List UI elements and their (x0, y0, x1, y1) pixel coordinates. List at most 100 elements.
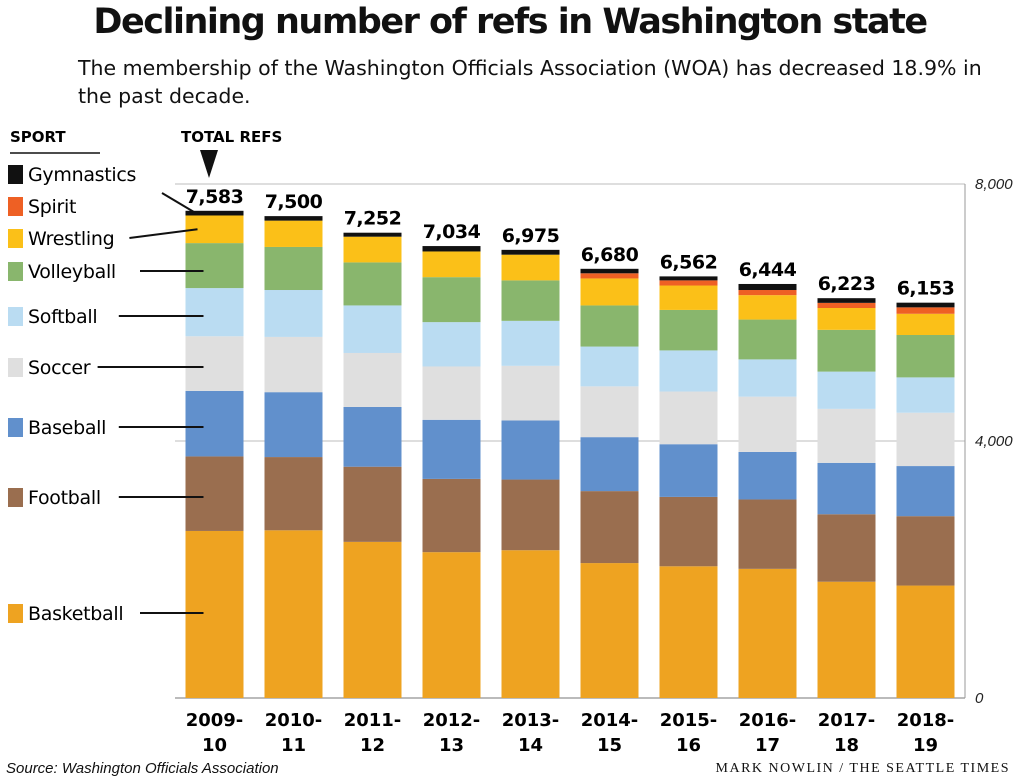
bar-segment-baseball (738, 451, 797, 500)
legend-label: Spirit (28, 196, 76, 218)
legend-label: Softball (28, 306, 97, 328)
bar-segment-softball (659, 350, 718, 392)
x-tick-label: 2018- (897, 710, 955, 731)
bar-segment-football (501, 479, 560, 551)
x-tick-label: 2010- (265, 710, 323, 731)
bar-segment-soccer (422, 366, 481, 420)
bar-segment-soccer (343, 352, 402, 407)
total-label: 6,680 (581, 244, 639, 266)
legend-leader-line (129, 228, 198, 239)
total-label: 6,153 (897, 278, 955, 300)
bar-segment-softball (738, 359, 797, 397)
bar-segment-basketball (185, 530, 244, 698)
bar-segment-baseball (659, 444, 718, 497)
x-tick-label: 12 (360, 735, 385, 756)
bar-segment-baseball (185, 390, 244, 457)
bar-segment-soccer (817, 408, 876, 463)
bar-segment-football (185, 456, 244, 531)
legend-swatch (8, 165, 23, 184)
legend-label: Wrestling (28, 228, 114, 250)
legend-label: Baseball (28, 417, 106, 439)
bar-segment-soccer (264, 336, 323, 393)
x-tick-label: 2011- (344, 710, 402, 731)
bar-segment-gymnastics (185, 210, 244, 216)
bar-segment-football (422, 478, 481, 553)
bar-segment-baseball (580, 437, 639, 492)
bar-segment-football (343, 466, 402, 542)
credit-line: MARK NOWLIN / THE SEATTLE TIMES (715, 761, 1010, 776)
x-tick-label: 2014- (581, 710, 639, 731)
legend-label: Basketball (28, 603, 123, 625)
x-tick-label: 2013- (502, 710, 560, 731)
x-tick-label: 2012- (423, 710, 481, 731)
bar-segment-wrestling (501, 254, 560, 281)
bar-segment-softball (422, 322, 481, 367)
bar-segment-volleyball (343, 262, 402, 306)
bar-segment-volleyball (422, 277, 481, 323)
total-label: 6,562 (660, 251, 718, 273)
bar-segment-soccer (738, 396, 797, 452)
y-tick-label: 8,000 (975, 176, 1013, 193)
total-label: 6,444 (739, 259, 797, 281)
total-label: 7,252 (344, 208, 402, 230)
x-tick-label: 15 (597, 735, 622, 756)
bar-segment-football (580, 491, 639, 564)
bar-segment-volleyball (501, 280, 560, 321)
bar-segment-wrestling (659, 285, 718, 310)
x-tick-label: 16 (676, 735, 701, 756)
legend-label: Volleyball (28, 261, 116, 283)
bar-segment-football (896, 516, 955, 586)
bar-segment-volleyball (738, 319, 797, 360)
bar-segment-wrestling (896, 313, 955, 335)
bar-segment-baseball (264, 392, 323, 458)
bar-segment-baseball (817, 462, 876, 515)
bar-segment-spirit (738, 290, 797, 296)
chart-subtitle: The membership of the Washington Officia… (78, 56, 982, 108)
bar-segment-spirit (580, 273, 639, 279)
bar-segment-volleyball (659, 309, 718, 351)
bar-segment-soccer (185, 336, 244, 391)
x-tick-label: 18 (834, 735, 859, 756)
bar-segment-baseball (343, 406, 402, 467)
total-label: 7,500 (265, 191, 323, 213)
bar-segment-wrestling (343, 236, 402, 263)
bar-segment-basketball (817, 581, 876, 698)
bar-segment-basketball (422, 552, 481, 698)
bar-segment-softball (817, 371, 876, 409)
bar-segment-spirit (817, 302, 876, 309)
legend-leader-lines (97, 192, 204, 614)
bar-segment-baseball (896, 466, 955, 517)
x-tick-label: 10 (202, 735, 227, 756)
x-tick-label: 2016- (739, 710, 797, 731)
bar-segment-wrestling (817, 308, 876, 330)
total-refs-label: TOTAL REFS (181, 128, 282, 146)
legend-label: Soccer (28, 357, 91, 379)
bar-segment-spirit (896, 307, 955, 314)
legend-swatch (8, 229, 23, 248)
total-label: 6,975 (502, 225, 560, 247)
bar-segment-volleyball (896, 334, 955, 378)
legend-swatch (8, 488, 23, 507)
x-tick-label: 2017- (818, 710, 876, 731)
bar-segment-gymnastics (817, 298, 876, 303)
bar-segment-basketball (659, 566, 718, 698)
bar-segment-gymnastics (343, 232, 402, 237)
legend-swatch (8, 358, 23, 377)
source-note: Source: Washington Officials Association (6, 760, 279, 777)
bar-segment-basketball (580, 563, 639, 698)
bar-segment-softball (264, 290, 323, 337)
x-tick-label: 19 (913, 735, 938, 756)
bars (185, 210, 955, 698)
bar-segment-basketball (264, 530, 323, 698)
bar-segment-volleyball (264, 246, 323, 291)
bar-segment-volleyball (817, 329, 876, 372)
x-tick-label: 2015- (660, 710, 718, 731)
bar-segment-basketball (738, 568, 797, 698)
bar-segment-softball (896, 377, 955, 413)
y-tick-label: 0 (975, 690, 984, 707)
x-tick-label: 14 (518, 735, 543, 756)
legend-swatch (8, 307, 23, 326)
bar-segment-volleyball (580, 305, 639, 347)
legend-leader-line (161, 192, 195, 213)
